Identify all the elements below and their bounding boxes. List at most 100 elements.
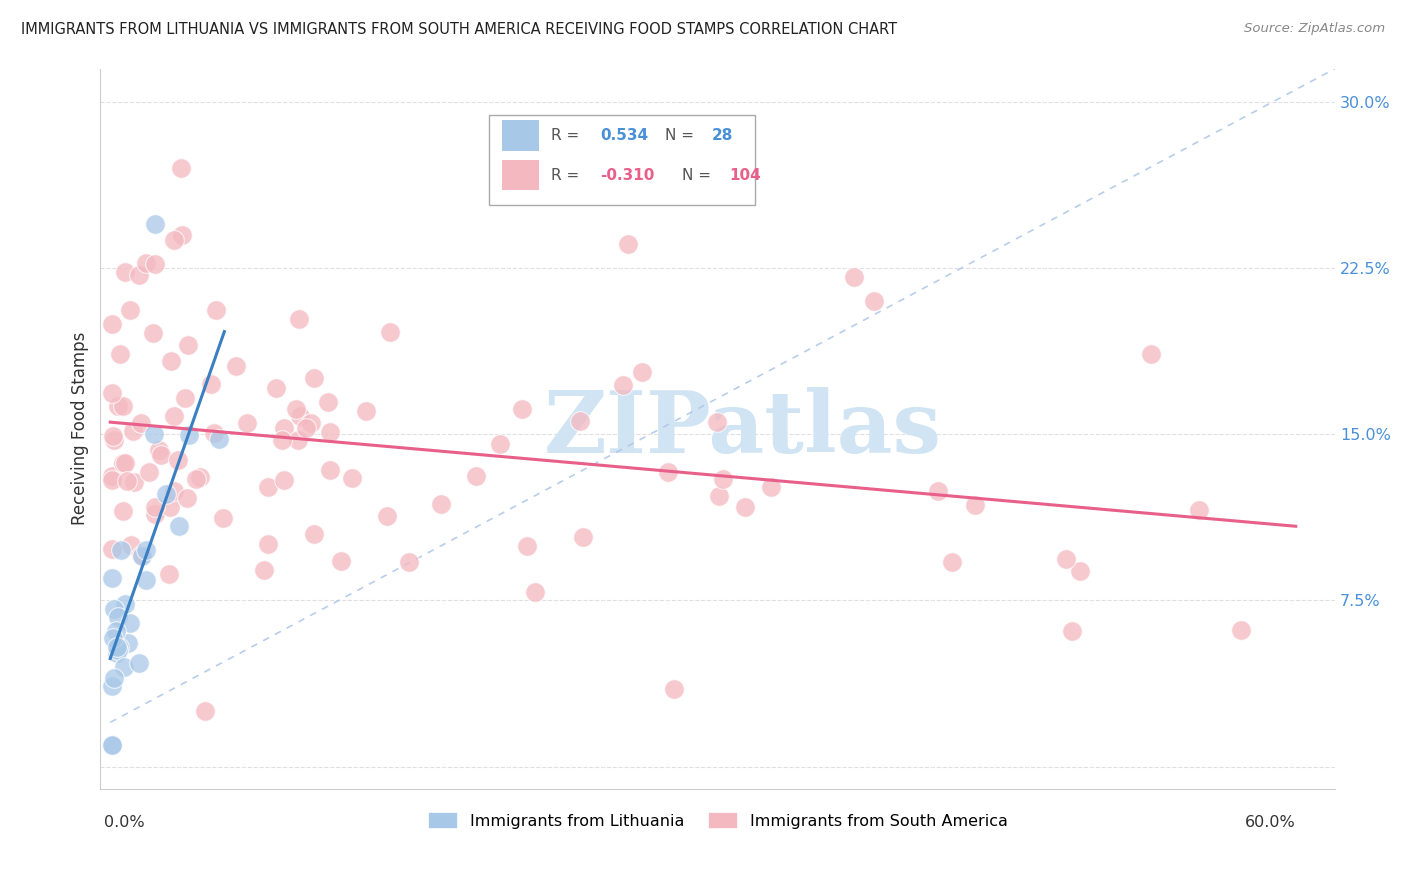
Point (319, 463, 342, 477)
Point (759, 480, 782, 494)
Point (112, 399, 135, 413)
Point (1062, 624, 1084, 638)
Point (107, 399, 129, 413)
Point (101, 679, 124, 693)
Point (118, 303, 141, 318)
Point (927, 484, 949, 499)
Point (631, 365, 654, 379)
Point (101, 738, 124, 752)
Point (319, 425, 342, 440)
Point (236, 416, 259, 430)
Point (510, 401, 533, 416)
Point (110, 543, 132, 558)
Point (844, 270, 866, 285)
Text: N =: N = (665, 128, 699, 143)
Point (104, 624, 127, 638)
Point (863, 294, 886, 309)
Point (616, 236, 638, 251)
Point (316, 394, 339, 409)
Point (354, 404, 377, 418)
Point (167, 453, 190, 467)
Point (342, 471, 364, 485)
Point (103, 433, 125, 447)
Point (202, 425, 225, 440)
Point (112, 456, 135, 470)
Text: R =: R = (551, 128, 585, 143)
Point (149, 448, 172, 462)
Text: R =: R = (551, 168, 585, 183)
Text: 60.0%: 60.0% (1244, 815, 1296, 830)
Point (107, 610, 129, 624)
Point (212, 510, 235, 524)
Point (162, 409, 184, 423)
Point (253, 563, 276, 577)
Point (288, 409, 311, 423)
Point (299, 416, 322, 430)
Point (148, 443, 170, 458)
Point (664, 681, 686, 696)
Text: Source: ZipAtlas.com: Source: ZipAtlas.com (1244, 22, 1385, 36)
Point (101, 386, 124, 401)
Point (657, 465, 679, 479)
Point (1188, 503, 1211, 517)
Text: 0.0%: 0.0% (104, 815, 145, 830)
Point (287, 433, 309, 447)
Point (101, 571, 124, 585)
Point (711, 472, 734, 486)
Point (131, 549, 153, 563)
Point (128, 268, 150, 282)
Point (135, 542, 157, 557)
Point (138, 465, 160, 479)
Point (612, 378, 634, 392)
Point (273, 421, 295, 435)
Point (377, 508, 399, 523)
Point (101, 474, 124, 488)
Point (103, 602, 125, 616)
Point (707, 489, 730, 503)
Point (142, 326, 165, 341)
Point (304, 370, 326, 384)
Point (208, 432, 231, 446)
Point (179, 427, 201, 442)
Text: 0.534: 0.534 (600, 128, 648, 143)
Point (103, 671, 125, 685)
Point (284, 401, 307, 416)
Point (108, 347, 131, 361)
Point (114, 456, 136, 470)
Point (107, 643, 129, 657)
Point (380, 325, 402, 339)
Point (160, 354, 183, 368)
Point (571, 530, 593, 544)
Point (1069, 564, 1091, 578)
Point (112, 660, 135, 674)
Point (516, 539, 538, 553)
Point (524, 584, 547, 599)
Point (143, 257, 166, 271)
Point (288, 311, 311, 326)
Point (430, 497, 453, 511)
Point (489, 436, 512, 450)
Point (120, 538, 142, 552)
Point (177, 337, 200, 351)
Point (112, 504, 135, 518)
Point (169, 518, 191, 533)
Point (398, 555, 420, 569)
Point (205, 302, 228, 317)
Point (163, 483, 186, 498)
Bar (502, 120, 538, 151)
Point (124, 475, 146, 490)
Point (294, 421, 316, 435)
Point (172, 227, 194, 242)
Point (101, 631, 124, 645)
Point (135, 573, 157, 587)
Point (963, 498, 986, 512)
Point (101, 738, 124, 752)
Point (170, 161, 193, 176)
Point (264, 381, 287, 395)
Point (569, 414, 592, 428)
Point (200, 377, 222, 392)
Point (105, 646, 128, 660)
Text: N =: N = (682, 168, 716, 183)
Point (131, 416, 153, 430)
Point (1054, 551, 1077, 566)
